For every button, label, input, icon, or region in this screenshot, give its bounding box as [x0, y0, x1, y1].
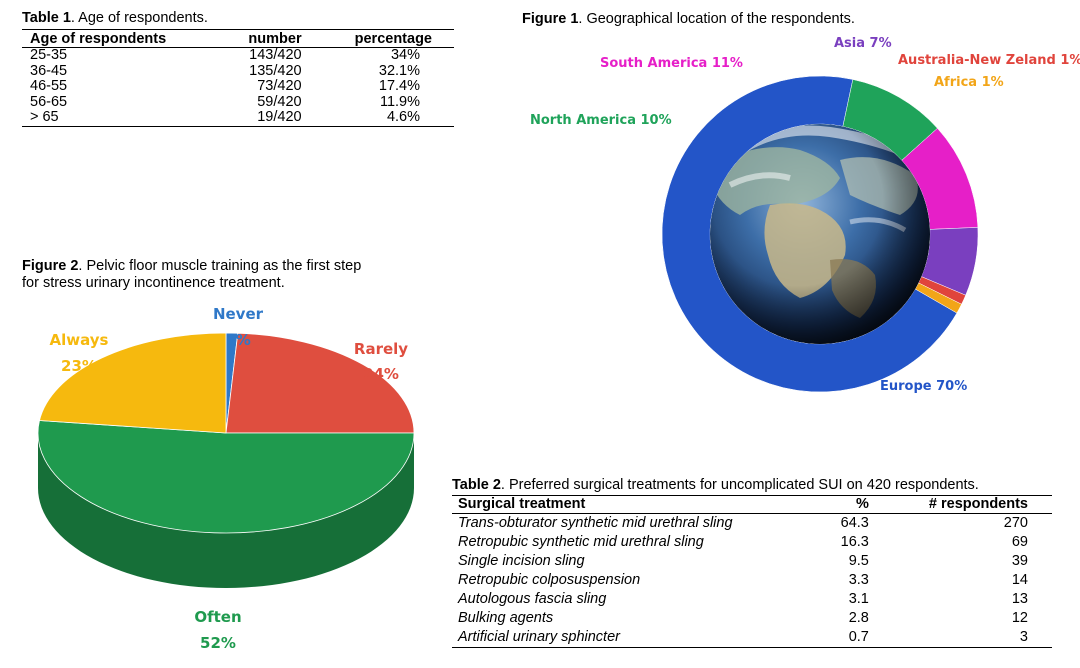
table2-caption-text: . Preferred surgical treatments for unco…	[500, 477, 979, 493]
respondents-cell: 39	[1011, 553, 1028, 569]
age-cell: 25-35	[30, 47, 68, 63]
table1-caption-text: . Age of respondents.	[70, 10, 208, 26]
table-row: Single incision sling 9.5 39	[452, 552, 1052, 571]
respondents-cell: 69	[1011, 534, 1028, 550]
pie-label-often-name: Often	[194, 608, 241, 626]
treatment-cell: Trans-obturator synthetic mid urethral s…	[458, 515, 733, 531]
table1-grid: Age of respondents number percentage 25-…	[22, 29, 454, 127]
percentage-cell: 11.9%	[379, 93, 420, 110]
table-row: Artificial urinary sphincter 0.7 3	[452, 628, 1052, 648]
figure2-caption-line1: . Pelvic floor muscle training as the fi…	[78, 258, 362, 274]
treatment-cell: Bulking agents	[458, 610, 554, 626]
age-cell: > 65	[22, 110, 221, 127]
number-cell: 73/420	[257, 78, 302, 95]
pie-slice-always	[38, 332, 227, 434]
pie-slice-rarely	[225, 332, 415, 434]
donut-label-africa: Africa 1%	[934, 75, 1004, 90]
pie-label-always-name: Always	[50, 331, 109, 349]
table-row: Trans-obturator synthetic mid urethral s…	[452, 514, 1052, 534]
number-cell: 19/420	[220, 110, 316, 127]
respondents-cell: 14	[1011, 572, 1028, 588]
donut-label-north-america: North America 10%	[530, 113, 672, 128]
pie-label-often-pct: 52%	[200, 634, 236, 652]
figure2-caption: Figure 2. Pelvic floor muscle training a…	[22, 258, 442, 292]
figure1-caption: Figure 1. Geographical location of the r…	[522, 11, 855, 28]
table1-header-number: number	[220, 29, 316, 48]
pie-label-never-name: Never	[213, 305, 264, 323]
pelvic-floor-pie-chart: Never 1% Rarely 24% Always 23% Often 52%	[37, 305, 415, 652]
table1-header-age: Age of respondents	[22, 29, 221, 48]
percent-cell: 3.3	[848, 572, 869, 588]
treatment-cell: Artificial urinary sphincter	[452, 628, 822, 648]
percentage-cell: 32.1%	[378, 62, 420, 79]
table2-grid: Surgical treatment % # respondents Trans…	[452, 495, 1052, 648]
respondents-cell: 13	[1011, 591, 1028, 607]
table2-header-percent: %	[821, 495, 887, 514]
table1-caption: Table 1. Age of respondents.	[22, 10, 458, 27]
percentage-cell: 34%	[390, 47, 420, 63]
pie-label-always-pct: 23%	[61, 357, 97, 375]
table-row: Bulking agents 2.8 12	[452, 609, 1052, 628]
table2-caption-number: Table 2	[452, 477, 501, 493]
pie-side-often	[38, 433, 414, 588]
donut-label-south-america: South America 11%	[600, 56, 743, 71]
figure2-caption-number: Figure 2	[22, 258, 79, 274]
table2-header-row: Surgical treatment % # respondents	[452, 495, 1052, 514]
treatment-cell: Autologous fascia sling	[458, 591, 607, 607]
percent-cell: 3.1	[848, 591, 869, 607]
pie-label-rarely-pct: 24%	[363, 365, 399, 383]
age-cell: 36-45	[30, 62, 68, 79]
treatment-cell: Retropubic colposuspension	[458, 572, 641, 588]
respondents-cell: 270	[1003, 515, 1028, 531]
table-row: 46-55 73/420 17.4%	[22, 79, 454, 95]
table2-header-respondents: # respondents	[886, 495, 1052, 514]
respondents-cell: 12	[1011, 610, 1028, 626]
pie-label-never-pct: 1%	[225, 331, 250, 349]
earth-globe-image	[710, 124, 930, 344]
number-cell: 143/420	[249, 47, 302, 63]
age-cell: 46-55	[30, 78, 68, 95]
donut-label-australia: Australia-New Zeland 1%	[898, 53, 1080, 68]
figure2-caption-line2: for stress urinary incontinence treatmen…	[22, 275, 285, 291]
figure1-caption-text: . Geographical location of the responden…	[578, 11, 855, 27]
table2-caption: Table 2. Preferred surgical treatments f…	[452, 477, 1058, 494]
percent-cell: 0.7	[821, 628, 887, 648]
treatment-cell: Retropubic synthetic mid urethral sling	[458, 534, 704, 550]
table-row: Retropubic colposuspension 3.3 14	[452, 571, 1052, 590]
age-cell: 56-65	[30, 93, 68, 110]
figure1-caption-number: Figure 1	[522, 11, 579, 27]
table2-header-treatment: Surgical treatment	[452, 495, 822, 514]
table-row: Retropubic synthetic mid urethral sling …	[452, 533, 1052, 552]
table1-caption-number: Table 1	[22, 10, 71, 26]
percent-cell: 2.8	[848, 610, 869, 626]
percentage-cell: 17.4%	[378, 78, 420, 95]
pie-label-rarely-name: Rarely	[354, 340, 408, 358]
pie-slice-often	[37, 420, 415, 534]
percent-cell: 9.5	[848, 553, 869, 569]
table-row: 25-35 143/420 34%	[22, 47, 454, 64]
table1-header-percentage: percentage	[315, 29, 454, 48]
table-row: 36-45 135/420 32.1%	[22, 62, 454, 80]
percent-cell: 64.3	[840, 515, 869, 531]
respondents-cell: 3	[886, 628, 1052, 648]
table-row: Autologous fascia sling 3.1 13	[452, 590, 1052, 609]
percentage-cell: 4.6%	[315, 110, 454, 127]
treatment-cell: Single incision sling	[458, 553, 585, 569]
donut-label-asia: Asia 7%	[834, 36, 892, 51]
table-row: 56-65 59/420 11.9%	[22, 93, 454, 111]
table1-header-row: Age of respondents number percentage	[22, 29, 454, 48]
number-cell: 59/420	[257, 93, 302, 110]
table-row: > 65 19/420 4.6%	[22, 110, 454, 127]
table-surgical-treatments: Table 2. Preferred surgical treatments f…	[452, 477, 1058, 648]
table-age-of-respondents: Table 1. Age of respondents. Age of resp…	[22, 10, 458, 127]
number-cell: 135/420	[249, 62, 302, 79]
percent-cell: 16.3	[840, 534, 869, 550]
donut-label-europe: Europe 70%	[880, 379, 967, 394]
